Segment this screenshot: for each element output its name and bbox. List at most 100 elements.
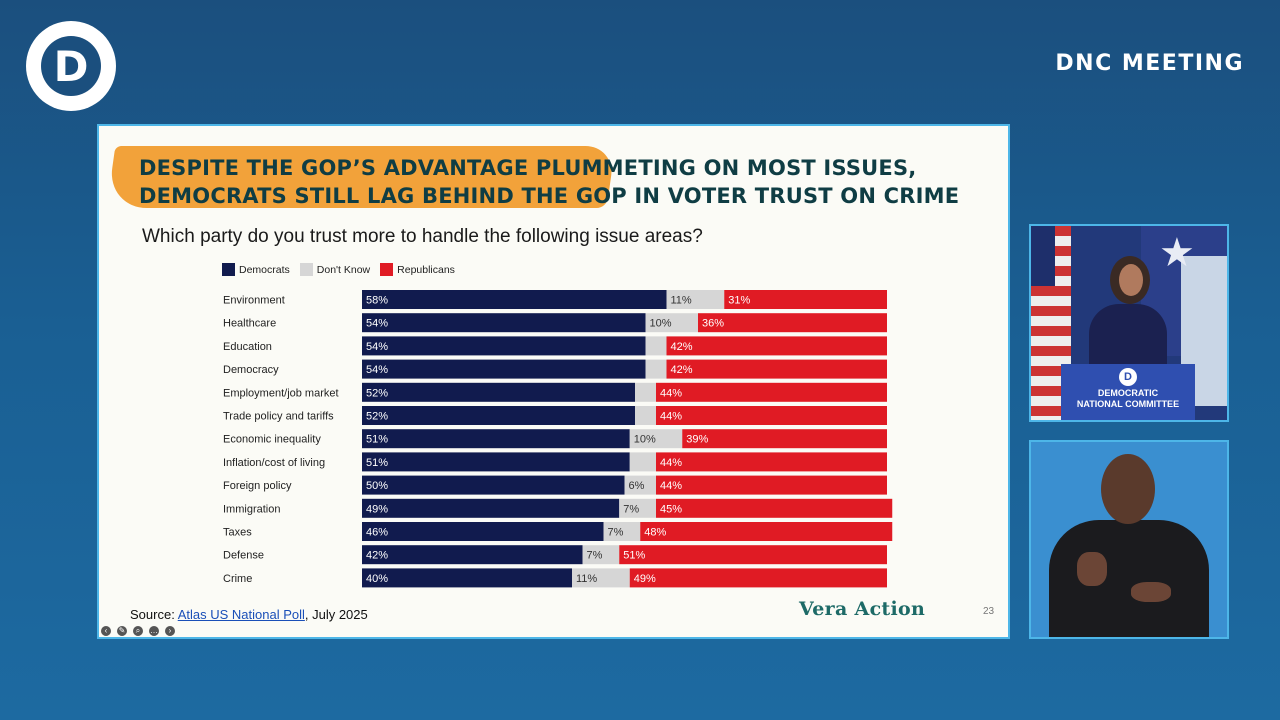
data-label: 42% [671,341,693,353]
bar-democrats [362,568,572,588]
category-label: Environment [223,295,285,307]
data-label: 51% [366,434,388,446]
interpreter-head [1101,454,1155,524]
bar-republicans [640,522,893,541]
source-prefix: Source: [130,607,178,622]
bar-don-t-know [666,290,725,309]
slide-toolbar: ‹ ✎ ⌕ … › [101,626,175,636]
podium-text-2: NATIONAL COMMITTEE [1076,399,1180,409]
data-label: 51% [623,550,645,562]
category-label: Defense [223,550,264,562]
bar-democrats [362,545,583,565]
legend-swatch-dont-know [299,263,313,276]
category-label: Taxes [223,527,252,539]
category-label: Immigration [223,503,280,515]
bar-republicans [666,336,887,356]
legend-republicans: Republicans [380,263,455,276]
category-label: Healthcare [223,318,276,330]
data-label: 46% [366,527,388,539]
category-label: Employment/job market [223,387,339,399]
data-label: 44% [660,411,682,423]
stacked-bar-chart: Environment 58% 11% 31% Healthcare 54% 10% 36% E… [223,290,893,588]
data-label: 11% [576,573,597,585]
podium-logo: D [1119,368,1137,386]
bar-republicans [682,429,887,449]
bar-republicans [666,359,887,379]
source-link[interactable]: Atlas US National Poll [177,607,305,622]
chart-question: Which party do you trust more to handle … [142,226,703,247]
bar-democrats [362,475,625,495]
data-label: 11% [671,295,692,307]
zoom-icon[interactable]: ⌕ [133,626,143,636]
bar-democrats [362,452,630,472]
bar-don-t-know [582,545,620,565]
bar-democrats [362,359,646,379]
presentation-slide: DESPITE THE GOP’S ADVANTAGE PLUMMETING O… [97,124,1010,639]
data-label: 51% [366,457,388,469]
category-label: Education [223,341,272,353]
data-label: 7% [623,503,639,515]
data-label: 54% [366,341,388,353]
data-label: 44% [660,457,682,469]
data-label: 42% [366,550,388,562]
legend-label-dont-know: Don't Know [316,263,371,276]
bar-democrats [362,336,646,356]
bar-democrats [362,498,620,518]
data-label: 44% [660,480,682,492]
data-label: 40% [366,573,388,585]
pen-icon[interactable]: ✎ [117,626,127,636]
bar-republicans [656,406,887,425]
data-label: 39% [686,434,708,446]
slide-page-number: 23 [983,606,995,617]
previous-icon[interactable]: ‹ [101,626,111,636]
bar-democrats [362,313,646,333]
bar-don-t-know [645,359,667,379]
bar-don-t-know [619,498,656,518]
data-label: 58% [366,295,388,307]
bar-republicans [656,452,887,472]
bar-republicans [656,475,887,495]
data-label: 36% [702,318,724,330]
category-label: Foreign policy [223,480,292,492]
legend-swatch-republicans [380,263,394,276]
data-label: 10% [634,434,656,446]
slide-headline: DESPITE THE GOP’S ADVANTAGE PLUMMETING O… [139,154,959,210]
bar-don-t-know [645,313,698,333]
bar-democrats [362,522,604,541]
interpreter-video-feed [1029,440,1229,639]
data-label: 54% [366,318,388,330]
bar-democrats [362,290,667,309]
category-label: Economic inequality [223,434,321,446]
bar-republicans [629,568,887,588]
data-label: 45% [660,503,682,515]
bar-democrats [362,429,630,449]
legend-label-democrats: Democrats [239,263,290,276]
bar-democrats [362,406,635,425]
data-label: 7% [608,527,624,539]
data-label: 44% [660,387,682,399]
data-label: 7% [587,550,603,562]
legend-label-republicans: Republicans [397,263,455,276]
category-label: Democracy [223,364,279,376]
data-label: 52% [366,411,388,423]
source-note: Source: Atlas US National Poll, July 202… [130,607,368,622]
data-label: 31% [728,295,750,307]
data-label: 52% [366,387,388,399]
next-icon[interactable]: › [165,626,175,636]
data-label: 49% [366,503,388,515]
data-label: 6% [629,480,645,492]
dnc-logo-letter: D [41,36,101,96]
vera-action-logo: Vera Action [799,598,926,620]
category-label: Trade policy and tariffs [223,411,334,423]
more-icon[interactable]: … [149,626,159,636]
bar-don-t-know [645,336,667,356]
source-suffix: , July 2025 [304,607,368,622]
podium: D DEMOCRATIC NATIONAL COMMITTEE [1061,364,1195,420]
bar-republicans [656,498,893,518]
podium-text-1: DEMOCRATIC [1097,388,1159,398]
headline-line-1: DESPITE THE GOP’S ADVANTAGE PLUMMETING O… [139,156,917,180]
bar-republicans [698,313,887,333]
bar-don-t-know [624,475,656,495]
interpreter-hand-right [1131,582,1171,602]
legend-democrats: Democrats [222,263,290,276]
